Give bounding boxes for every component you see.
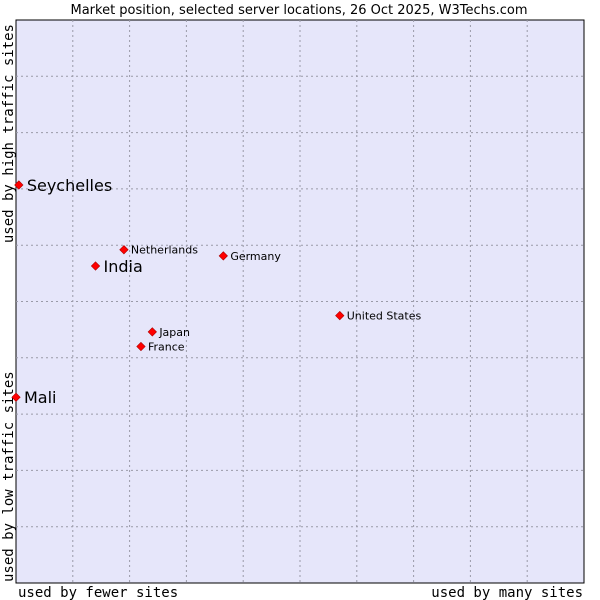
point-label: Japan: [158, 326, 190, 339]
point-marker: [14, 180, 24, 190]
point-marker: [218, 251, 228, 261]
point-seychelles: Seychelles: [14, 176, 112, 195]
point-india: India: [90, 257, 143, 276]
point-label: France: [148, 341, 185, 354]
point-label: Netherlands: [131, 244, 198, 257]
point-marker: [90, 261, 101, 271]
y-axis-label-top: used by high traffic sites: [1, 24, 17, 243]
point-label: United States: [347, 310, 422, 323]
data-points: Seychelles Netherlands Germany India United …: [11, 176, 422, 407]
point-label: Mali: [24, 388, 57, 407]
point-netherlands: Netherlands: [119, 244, 198, 257]
chart-title: Market position, selected server locatio…: [70, 3, 527, 18]
point-marker: [119, 245, 129, 255]
point-france: France: [136, 341, 185, 354]
point-label: Germany: [230, 250, 281, 263]
grid-lines: [16, 20, 584, 583]
point-japan: Japan: [147, 326, 190, 339]
point-label: Seychelles: [27, 176, 112, 195]
y-axis-label-bottom: used by low traffic sites: [1, 371, 17, 582]
point-united-states: United States: [335, 310, 422, 323]
point-germany: Germany: [218, 250, 281, 263]
point-label: India: [104, 257, 143, 276]
point-marker: [11, 392, 21, 402]
x-axis-label-left: used by fewer sites: [18, 585, 178, 600]
point-marker: [335, 310, 345, 321]
point-mali: Mali: [11, 388, 57, 407]
point-marker: [147, 327, 157, 337]
x-axis-label-right: used by many sites: [431, 585, 583, 600]
point-marker: [136, 341, 146, 352]
